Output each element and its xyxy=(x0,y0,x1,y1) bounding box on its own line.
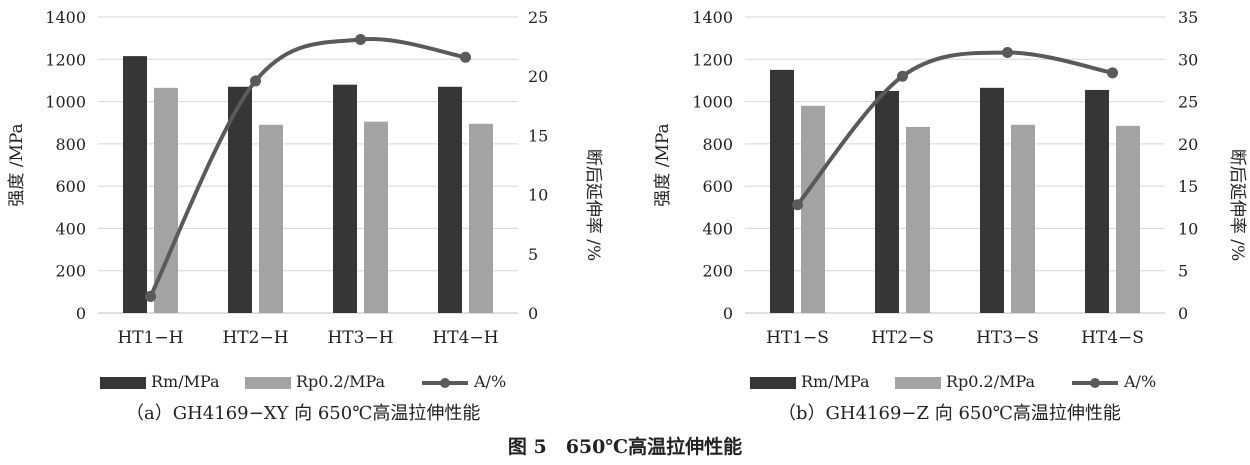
y2-tick-label: 10 xyxy=(528,186,548,205)
point-a xyxy=(1002,47,1013,59)
subcaption-a: （a）GH4169−XY 向 650℃高温拉伸性能 xyxy=(126,403,481,424)
point-a xyxy=(145,290,156,302)
bar-rm xyxy=(333,84,357,314)
bar-rm xyxy=(770,69,794,313)
bar-rp xyxy=(469,123,493,314)
x-tick-label: HT3−S xyxy=(976,328,1039,348)
legend-swatch-rm xyxy=(100,377,146,389)
y-tick-label: 800 xyxy=(55,135,86,154)
point-a xyxy=(250,75,261,87)
bar-rp xyxy=(1116,125,1140,313)
legend-label-rm: Rm/MPa xyxy=(801,372,870,391)
y2-tick-label: 0 xyxy=(528,304,538,323)
legend-label-rp: Rp0.2/MPa xyxy=(296,372,386,391)
y-tick-label: 400 xyxy=(702,219,733,238)
y2-tick-label: 15 xyxy=(1178,177,1198,196)
y-tick-label: 0 xyxy=(76,304,86,323)
x-tick-label: HT1−H xyxy=(117,328,183,348)
bar-rm xyxy=(438,86,462,314)
y-tick-label: 600 xyxy=(55,177,86,196)
y2-tick-label: 30 xyxy=(1178,50,1198,69)
figure-caption: 图 5 650℃高温拉伸性能 xyxy=(507,436,743,458)
point-a xyxy=(1107,67,1118,79)
point-a xyxy=(897,70,908,82)
x-tick-label: HT2−H xyxy=(222,328,288,348)
legend-swatch-rp xyxy=(895,377,941,389)
y2-tick-label: 5 xyxy=(528,245,538,264)
chart-panel-a: 0 200 400 600 800 1000 1200 1400 0 5 10 15 20 25 强度 /M… xyxy=(7,8,603,348)
y-tick-label: 1000 xyxy=(45,93,86,112)
x-tick-label: HT3−H xyxy=(327,328,393,348)
subcaption-b: （b）GH4169−Z 向 650℃高温拉伸性能 xyxy=(778,403,1121,424)
y2-tick-label: 25 xyxy=(1178,93,1198,112)
legend-swatch-a xyxy=(1072,378,1118,388)
y2-tick-label: 25 xyxy=(528,8,548,27)
y-tick-label: 1000 xyxy=(692,93,733,112)
y2-axis-title: 断后延伸率 /% xyxy=(583,149,603,261)
y-axis-title: 强度 /MPa xyxy=(653,123,673,206)
legend-swatch-a xyxy=(422,378,468,388)
x-tick-label: HT1−S xyxy=(766,328,829,348)
bar-rp xyxy=(259,124,283,313)
bar-rm xyxy=(228,86,252,314)
y2-tick-label: 35 xyxy=(1178,8,1198,27)
bar-rm xyxy=(875,91,899,313)
point-a xyxy=(355,33,366,45)
chart-panel-b: 0 200 400 600 800 1000 1200 1400 0 5 10 15 20 25 30 35 强… xyxy=(653,8,1247,348)
y-tick-label: 1200 xyxy=(45,50,86,69)
bar-rm xyxy=(980,87,1004,313)
y-tick-label: 200 xyxy=(55,262,86,281)
point-a xyxy=(792,199,803,211)
legend-label-a: A/% xyxy=(474,372,507,391)
y2-tick-label: 20 xyxy=(1178,135,1198,154)
legend-label-rp: Rp0.2/MPa xyxy=(946,372,1036,391)
y-tick-label: 1400 xyxy=(692,8,733,27)
bar-rp xyxy=(801,105,825,313)
legend-swatch-rm xyxy=(750,377,796,389)
y2-tick-label: 20 xyxy=(528,67,548,86)
y-tick-label: 0 xyxy=(723,304,733,323)
y2-tick-label: 0 xyxy=(1178,304,1188,323)
y-tick-label: 400 xyxy=(55,219,86,238)
bar-rm xyxy=(1085,89,1109,313)
y-tick-label: 200 xyxy=(702,262,733,281)
series-line-a xyxy=(148,36,468,299)
y-tick-label: 1200 xyxy=(692,50,733,69)
y2-tick-label: 5 xyxy=(1178,262,1188,281)
y2-axis-title: 断后延伸率 /% xyxy=(1227,149,1247,261)
bar-rp xyxy=(906,126,930,313)
bar-rm xyxy=(123,56,147,313)
y2-tick-label: 15 xyxy=(528,126,548,145)
y-axis-title: 强度 /MPa xyxy=(7,123,27,206)
legend-label-a: A/% xyxy=(1124,372,1157,391)
point-a xyxy=(460,51,471,63)
x-tick-label: HT2−S xyxy=(871,328,934,348)
legend-label-rm: Rm/MPa xyxy=(151,372,220,391)
y-tick-label: 1400 xyxy=(45,8,86,27)
bar-rp xyxy=(364,121,388,314)
bar-rp xyxy=(1011,124,1035,313)
y-tick-label: 600 xyxy=(702,177,733,196)
y2-tick-label: 10 xyxy=(1178,219,1198,238)
y-tick-label: 800 xyxy=(702,135,733,154)
legend-swatch-rp xyxy=(245,377,291,389)
x-tick-label: HT4−S xyxy=(1081,328,1144,348)
series-line-a xyxy=(795,50,1115,207)
x-tick-label: HT4−H xyxy=(432,328,498,348)
